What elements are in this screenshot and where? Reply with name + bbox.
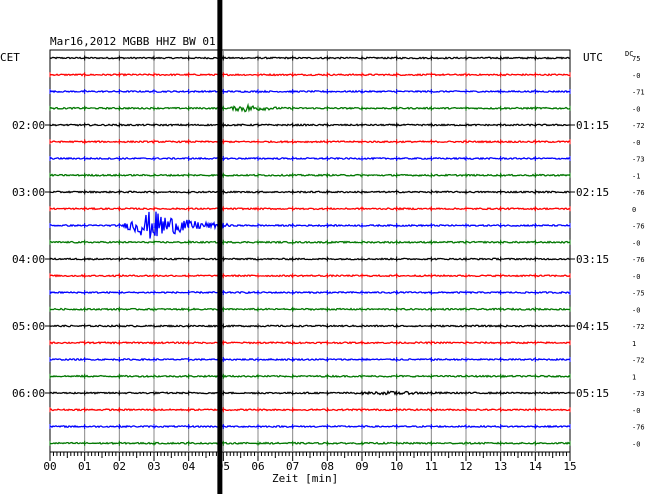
left-hour-label-1: 03:00 — [12, 186, 45, 199]
trace-line-19 — [49, 374, 571, 379]
trace-line-10 — [50, 211, 571, 239]
trace-line-12 — [49, 257, 571, 261]
left-hour-label-0: 02:00 — [12, 119, 45, 132]
dc-label-7: -1 — [632, 172, 640, 180]
trace-line-5 — [49, 139, 570, 144]
x-tick-label-14: 14 — [529, 460, 543, 473]
trace-group — [49, 55, 571, 446]
dc-label-17: 1 — [632, 340, 636, 348]
x-tick-label-12: 12 — [459, 460, 472, 473]
plot-frame — [49, 49, 571, 453]
hour-label-group: 02:00 03:00 04:00 05:00 06:00 01:15 02:15 03:15… — [12, 119, 609, 400]
trace-line-14 — [49, 290, 571, 295]
time-marker-group — [217, 0, 223, 494]
chart-title: Mar16,2012 MGBB HHZ BW 01 — [50, 35, 216, 48]
right-hour-label-4: 05:15 — [576, 387, 609, 400]
x-tick-label-1: 01 — [78, 460, 91, 473]
dc-label-15: -0 — [632, 306, 640, 314]
dc-label-0: 75 — [632, 55, 640, 63]
time-marker-bar — [217, 0, 223, 494]
dc-label-18: -72 — [632, 357, 645, 365]
trace-line-15 — [49, 307, 571, 312]
x-tick-label-0: 00 — [43, 460, 56, 473]
trace-line-8 — [49, 190, 571, 194]
left-hour-label-3: 05:00 — [12, 320, 45, 333]
x-tick-label-4: 04 — [182, 460, 196, 473]
dc-label-6: -73 — [632, 156, 645, 164]
right-hour-label-1: 02:15 — [576, 186, 609, 199]
trace-line-11 — [49, 240, 571, 244]
trace-line-4 — [49, 123, 570, 127]
x-axis-label: Zeit [min] — [272, 472, 338, 485]
dc-label-8: -76 — [632, 189, 645, 197]
dc-label-2: -71 — [632, 89, 645, 97]
left-timezone-label: CET — [0, 51, 20, 64]
right-hour-label-3: 04:15 — [576, 320, 609, 333]
dc-label-5: -0 — [632, 139, 640, 147]
dc-label-10: -76 — [632, 223, 645, 231]
minute-grid — [84, 50, 536, 452]
dc-label-23: -0 — [632, 440, 640, 448]
trace-line-0 — [49, 56, 571, 60]
trace-line-2 — [49, 89, 571, 94]
x-tick-group: 00 01 02 03 04 05 06 07 08 09 10 11 12 13 14 15 — [43, 452, 577, 473]
dc-label-16: -72 — [632, 323, 645, 331]
dc-label-21: -0 — [632, 407, 640, 415]
trace-line-22 — [50, 424, 571, 429]
left-hour-label-4: 06:00 — [12, 387, 45, 400]
dc-label-14: -75 — [632, 290, 645, 298]
right-hour-label-0: 01:15 — [576, 119, 609, 132]
dc-label-1: -0 — [632, 72, 640, 80]
left-hour-label-2: 04:00 — [12, 253, 45, 266]
plot-border — [49, 49, 571, 453]
dc-label-12: -76 — [632, 256, 645, 264]
trace-line-7 — [49, 173, 571, 177]
right-hour-label-2: 03:15 — [576, 253, 609, 266]
x-tick-label-5: 05 — [217, 460, 230, 473]
x-tick-label-3: 03 — [147, 460, 160, 473]
x-tick-label-6: 06 — [251, 460, 264, 473]
dc-label-19: 1 — [632, 373, 636, 381]
x-tick-label-10: 10 — [390, 460, 403, 473]
trace-line-9 — [49, 206, 571, 211]
trace-line-16 — [49, 324, 571, 328]
dc-label-20: -73 — [632, 390, 645, 398]
dc-label-11: -0 — [632, 239, 640, 247]
trace-line-6 — [49, 156, 571, 161]
x-tick-label-9: 09 — [355, 460, 368, 473]
x-tick-label-11: 11 — [425, 460, 438, 473]
trace-line-20 — [49, 390, 571, 396]
dc-label-9: 0 — [632, 206, 636, 214]
x-tick-label-2: 02 — [113, 460, 126, 473]
x-tick-label-15: 15 — [563, 460, 576, 473]
trace-line-18 — [49, 357, 571, 362]
dc-label-4: -72 — [632, 122, 645, 130]
trace-line-1 — [49, 73, 571, 77]
trace-line-23 — [49, 441, 571, 445]
dc-label-3: -0 — [632, 105, 640, 113]
x-tick-label-13: 13 — [494, 460, 507, 473]
dc-label-22: -76 — [632, 424, 645, 432]
trace-line-13 — [49, 273, 571, 278]
right-timezone-label: UTC — [583, 51, 603, 64]
trace-line-3 — [49, 102, 571, 113]
trace-line-21 — [49, 408, 571, 412]
x-tick-label-8: 08 — [321, 460, 334, 473]
dc-label-group: 75 -0 -71 -0 -72 -0 -73 -1 -76 0 -76 -0 -76 -0 -75 -0 -7… — [632, 55, 645, 448]
trace-line-17 — [49, 341, 571, 345]
dc-header-label: DC — [625, 50, 633, 58]
dc-label-13: -0 — [632, 273, 640, 281]
x-tick-label-7: 07 — [286, 460, 299, 473]
